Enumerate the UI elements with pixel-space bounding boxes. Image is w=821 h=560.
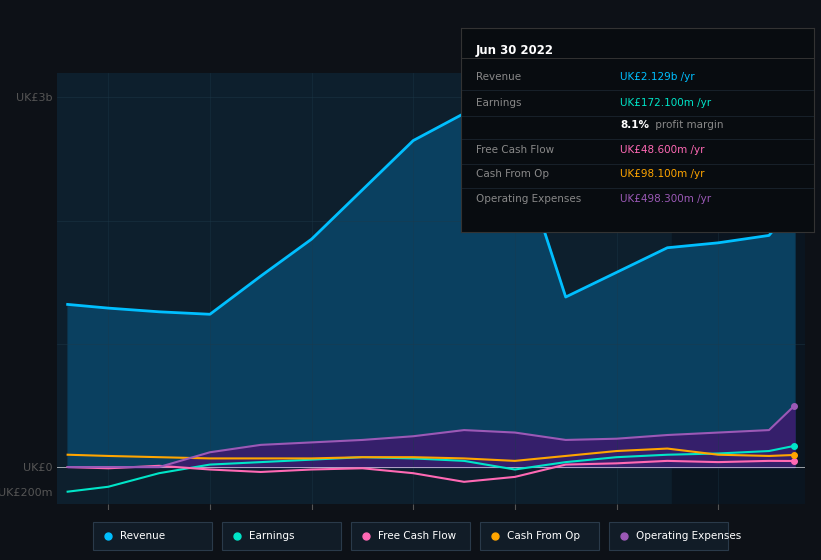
- Text: Earnings: Earnings: [475, 97, 521, 108]
- Text: Earnings: Earnings: [250, 531, 295, 541]
- Text: Operating Expenses: Operating Expenses: [636, 531, 741, 541]
- Text: Operating Expenses: Operating Expenses: [475, 194, 580, 204]
- Text: UK£2.129b /yr: UK£2.129b /yr: [621, 72, 695, 82]
- Text: Cash From Op: Cash From Op: [475, 169, 548, 179]
- FancyBboxPatch shape: [351, 522, 470, 550]
- FancyBboxPatch shape: [609, 522, 728, 550]
- Text: profit margin: profit margin: [652, 120, 723, 130]
- Text: UK£98.100m /yr: UK£98.100m /yr: [621, 169, 704, 179]
- Text: Cash From Op: Cash From Op: [507, 531, 580, 541]
- Text: UK£48.600m /yr: UK£48.600m /yr: [621, 144, 704, 155]
- Bar: [672, 73, 805, 504]
- Text: Revenue: Revenue: [475, 72, 521, 82]
- Text: Free Cash Flow: Free Cash Flow: [475, 144, 553, 155]
- Text: UK£172.100m /yr: UK£172.100m /yr: [621, 97, 711, 108]
- Text: Jun 30 2022: Jun 30 2022: [475, 44, 553, 57]
- Text: UK£498.300m /yr: UK£498.300m /yr: [621, 194, 711, 204]
- FancyBboxPatch shape: [94, 522, 212, 550]
- FancyBboxPatch shape: [222, 522, 342, 550]
- Text: 8.1%: 8.1%: [621, 120, 649, 130]
- Text: Revenue: Revenue: [121, 531, 165, 541]
- Text: Free Cash Flow: Free Cash Flow: [378, 531, 456, 541]
- FancyBboxPatch shape: [479, 522, 599, 550]
